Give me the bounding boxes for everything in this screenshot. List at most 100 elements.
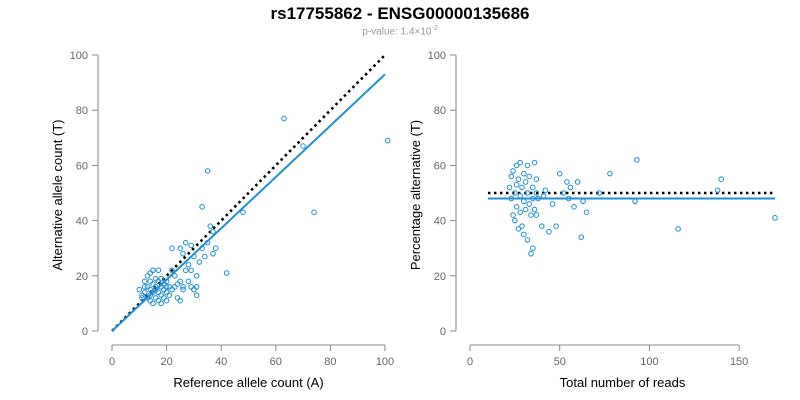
right-data-point <box>553 223 559 229</box>
right-y-tick-label: 60 <box>434 160 446 172</box>
left-data-point <box>155 297 162 304</box>
left-data-point <box>202 253 208 260</box>
right-data-point <box>574 179 581 185</box>
left-y-axis-title: Alternative allele count (T) <box>50 119 65 270</box>
left-data-point <box>152 295 159 301</box>
right-data-point <box>556 170 563 177</box>
right-data-point <box>517 209 524 216</box>
right-data-point <box>714 187 721 194</box>
right-data-point <box>510 168 516 174</box>
right-data-point <box>533 176 540 182</box>
right-data-point <box>521 198 527 205</box>
right-data-point <box>513 181 520 188</box>
right-data-point <box>578 234 585 240</box>
right-data-point <box>533 212 540 218</box>
right-data-point <box>528 250 534 257</box>
right-data-point <box>517 159 524 166</box>
left-data-point <box>141 284 148 290</box>
left-data-point <box>155 289 162 296</box>
left-data-point <box>207 223 214 229</box>
right-data-point <box>512 217 518 224</box>
left-data-point <box>177 278 184 285</box>
right-data-point <box>607 170 613 177</box>
left-data-point <box>166 292 173 298</box>
left-data-point <box>141 278 148 285</box>
left-data-point <box>240 209 246 216</box>
left-y-tick-label: 40 <box>76 216 88 228</box>
left-data-point <box>281 115 287 122</box>
right-data-point <box>634 157 640 163</box>
left-data-point <box>169 245 175 251</box>
right-x-tick-label: 0 <box>467 356 473 368</box>
left-data-point <box>212 245 219 251</box>
left-data-point <box>161 295 167 301</box>
right-data-point <box>580 198 586 205</box>
left-data-point <box>150 281 156 287</box>
right-data-point <box>524 190 531 196</box>
right-data-point <box>513 162 520 169</box>
left-data-point <box>210 250 216 257</box>
left-y-tick-label: 60 <box>76 160 88 172</box>
right-data-point <box>522 179 529 185</box>
right-data-point <box>549 201 556 207</box>
right-data-point <box>521 170 527 177</box>
left-data-point <box>150 300 156 307</box>
right-data-point <box>632 198 638 205</box>
left-data-point <box>300 143 306 149</box>
left-x-axis-title: Reference allele count (A) <box>173 375 323 390</box>
left-y-tick-label: 20 <box>76 271 88 283</box>
left-data-point <box>384 137 391 144</box>
left-data-point <box>188 242 194 249</box>
left-data-point <box>188 284 194 290</box>
right-data-point <box>596 190 602 196</box>
right-data-point <box>564 179 570 185</box>
left-data-point <box>141 289 148 296</box>
right-data-point <box>546 228 552 235</box>
left-data-point <box>150 267 156 274</box>
right-y-tick-label: 80 <box>434 105 446 117</box>
left-data-point <box>193 284 200 290</box>
right-data-point <box>524 162 531 169</box>
p-value-text: p-value: 1.4×10 <box>362 26 432 38</box>
left-data-point <box>180 286 186 293</box>
right-data-point <box>583 209 590 216</box>
right-data-point <box>531 206 538 213</box>
right-data-point <box>526 173 533 180</box>
left-data-point <box>152 286 159 293</box>
right-data-point <box>515 176 522 182</box>
right-y-tick-label: 100 <box>428 50 446 62</box>
left-data-point <box>180 250 186 257</box>
left-data-point <box>196 259 203 265</box>
right-data-point <box>531 159 538 166</box>
left-y-tick-label: 100 <box>70 50 88 62</box>
right-data-point <box>515 226 522 232</box>
left-data-point <box>161 286 167 293</box>
left-data-point <box>191 286 197 293</box>
right-y-tick-label: 40 <box>434 216 446 228</box>
right-y-tick-label: 0 <box>440 326 446 338</box>
left-reference-line <box>111 54 386 332</box>
right-data-point <box>521 231 527 238</box>
left-data-point <box>136 286 143 293</box>
right-data-point <box>508 173 515 180</box>
right-data-point <box>513 204 520 210</box>
right-data-point <box>506 184 513 191</box>
p-value-exponent: -2 <box>431 25 438 32</box>
right-data-point <box>529 245 536 251</box>
left-data-point <box>155 267 162 274</box>
right-data-point <box>538 223 545 229</box>
right-data-point <box>519 223 525 229</box>
left-data-point <box>144 273 151 279</box>
chart-title: rs17755862 - ENSG00000135686 <box>270 4 530 23</box>
left-data-point <box>147 278 154 285</box>
left-data-point <box>311 209 317 216</box>
left-data-point <box>158 292 164 298</box>
right-y-axis-title: Percentage alternative (T) <box>408 120 423 270</box>
right-data-point <box>522 206 529 213</box>
right-data-point <box>526 201 533 207</box>
left-x-tick-label: 60 <box>270 356 282 368</box>
chart-subtitle: p-value: 1.4×10-2 <box>0 25 800 37</box>
left-data-point <box>163 284 170 290</box>
left-y-tick-label: 80 <box>76 105 88 117</box>
left-data-point <box>188 267 194 274</box>
